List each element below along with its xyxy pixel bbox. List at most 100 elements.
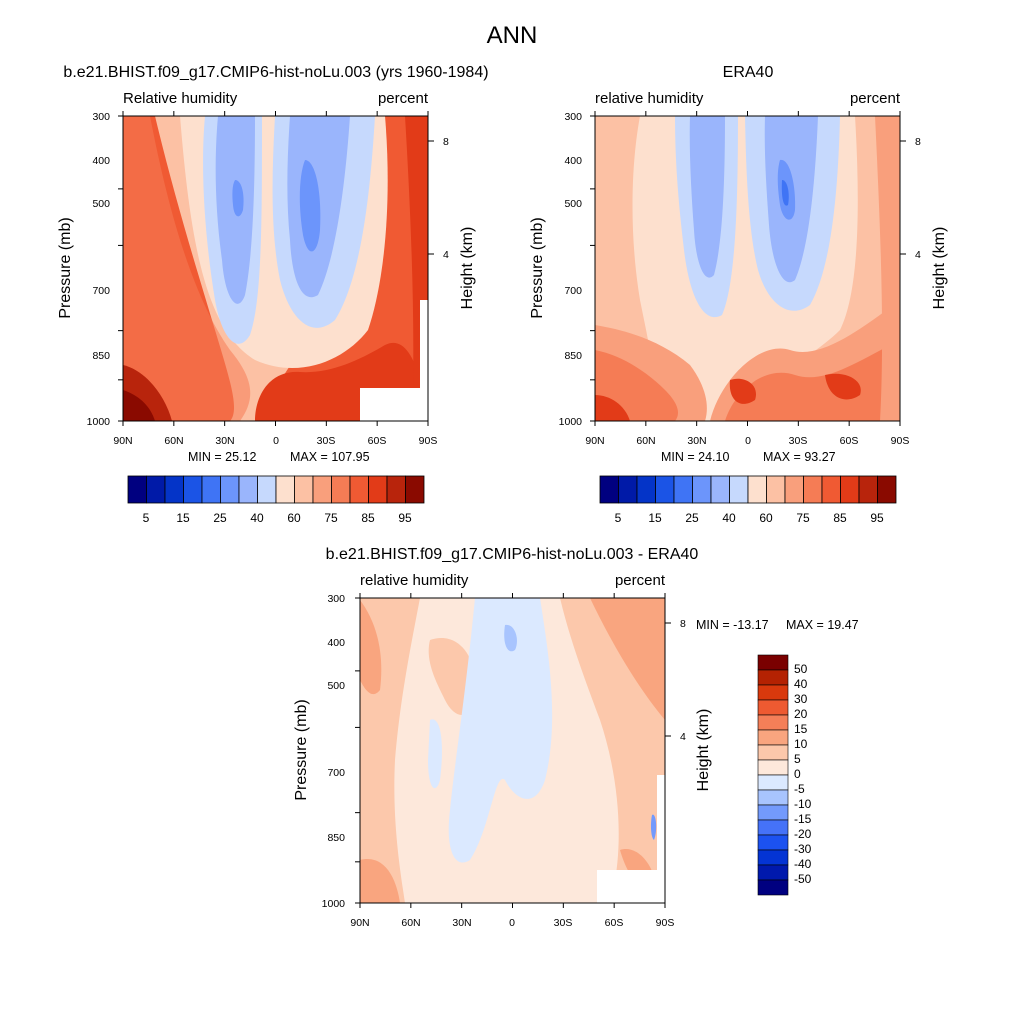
colorbar-swatch	[386, 475, 406, 504]
model-colorbar-tick: 5	[143, 511, 150, 525]
diff-fill-negative-core	[448, 598, 553, 863]
model-xtick: 90N	[113, 435, 132, 447]
obs-fill-driest-core	[781, 180, 789, 206]
colorbar-swatch	[349, 475, 369, 504]
diff-xtick: 60N	[401, 917, 420, 929]
diff-fill-north-upper	[360, 600, 382, 695]
diff-colorbar-tick: -50	[794, 872, 812, 886]
obs-ytick: 300	[564, 111, 582, 123]
obs-ytick: 500	[564, 198, 582, 210]
model-min-label: MIN = 25.12	[188, 450, 256, 464]
diff-colorbar-tick: 30	[794, 692, 808, 706]
colorbar-swatch	[757, 699, 789, 716]
colorbar-swatch	[618, 475, 638, 504]
diff-height-tick: 4	[680, 731, 686, 743]
obs-contour-field	[595, 116, 900, 421]
obs-ytick: 700	[564, 285, 582, 297]
colorbar-swatch	[757, 789, 789, 806]
obs-colorbar-tick: 75	[796, 511, 810, 525]
diff-colorbar-tick: 0	[794, 767, 801, 781]
diff-colorbar-tick: 50	[794, 662, 808, 676]
colorbar-swatch	[757, 759, 789, 776]
model-colorbar-tick: 95	[398, 511, 412, 525]
diff-colorbar-tick: -30	[794, 842, 812, 856]
model-colorbar-tick: 25	[213, 511, 227, 525]
model-ylabel: Pressure (mb)	[57, 217, 74, 318]
model-ytick: 700	[92, 285, 110, 297]
colorbar-swatch	[858, 475, 878, 504]
model-missing-region	[360, 388, 420, 421]
colorbar-swatch	[201, 475, 221, 504]
obs-fill-drier-north	[689, 116, 725, 278]
model-colorbar-tick: 40	[250, 511, 264, 525]
diff-xtick: 30N	[452, 917, 471, 929]
colorbar-swatch	[673, 475, 693, 504]
colorbar-swatch	[757, 849, 789, 866]
obs-ticks	[590, 111, 906, 426]
model-fill-polar-north-core	[123, 390, 155, 421]
diff-ytick: 500	[327, 680, 345, 692]
colorbar-swatch	[757, 729, 789, 746]
obs-colorbar-tick: 5	[615, 511, 622, 525]
obs-units-label: percent	[850, 90, 901, 107]
colorbar-swatch	[710, 475, 730, 504]
model-max-label: MAX = 107.95	[290, 450, 370, 464]
obs-ylabel-right: Height (km)	[931, 227, 948, 310]
colorbar-swatch	[368, 475, 388, 504]
colorbar-swatch	[757, 804, 789, 821]
colorbar-swatch	[275, 475, 295, 504]
obs-xtick: 90S	[891, 435, 910, 447]
diff-missing-region	[597, 870, 657, 903]
model-missing-strip	[420, 300, 428, 421]
obs-colorbar-tick: 25	[685, 511, 699, 525]
diff-fill-south-negative	[650, 814, 657, 840]
model-ytick: 500	[92, 198, 110, 210]
model-ytick: 300	[92, 111, 110, 123]
colorbar-swatch	[729, 475, 749, 504]
diff-ytick: 1000	[322, 898, 346, 910]
colorbar-swatch	[757, 669, 789, 686]
model-colorbar-tick: 85	[361, 511, 375, 525]
colorbar-swatch	[821, 475, 841, 504]
diff-panel: b.e21.BHIST.f09_g17.CMIP6-hist-noLu.003 …	[293, 546, 859, 929]
diff-colorbar-tick: 40	[794, 677, 808, 691]
colorbar-swatch	[655, 475, 675, 504]
model-xtick: 30N	[215, 435, 234, 447]
colorbar-swatch	[784, 475, 804, 504]
model-xtick: 0	[273, 435, 279, 447]
diff-units-label: percent	[615, 572, 666, 589]
diff-ytick: 300	[327, 593, 345, 605]
model-variable-label: Relative humidity	[123, 90, 238, 107]
model-contour-field	[123, 116, 428, 421]
colorbar-swatch	[757, 879, 789, 896]
model-ytick: 850	[92, 350, 110, 362]
colorbar-swatch	[757, 864, 789, 881]
obs-max-label: MAX = 93.27	[763, 450, 836, 464]
diff-xtick: 30S	[554, 917, 573, 929]
diff-colorbar-tick: 10	[794, 737, 808, 751]
diff-colorbar-tick: -40	[794, 857, 812, 871]
colorbar-swatch	[877, 475, 897, 504]
colorbar-swatch	[146, 475, 166, 504]
obs-ylabel: Pressure (mb)	[529, 217, 546, 318]
figure-title: ANN	[487, 22, 538, 49]
obs-fill-boundary-peak-b	[825, 373, 861, 400]
obs-ytick: 400	[564, 155, 582, 167]
colorbar-swatch	[331, 475, 351, 504]
colorbar-swatch	[405, 475, 425, 504]
colorbar-swatch	[757, 744, 789, 761]
diff-fill-negative-north	[428, 719, 442, 789]
model-xtick: 90S	[419, 435, 438, 447]
diff-colorbar: 50 40 30 20 15 10 5 0 -5 -10 -15 -20 -30…	[757, 654, 812, 896]
obs-fill-boundary-core-south	[725, 340, 900, 421]
colorbar-swatch	[257, 475, 277, 504]
obs-colorbar-swatches	[599, 475, 897, 504]
diff-ytick: 700	[327, 767, 345, 779]
colorbar-swatch	[757, 684, 789, 701]
colorbar-swatch	[599, 475, 619, 504]
colorbar-swatch	[127, 475, 147, 504]
diff-fill-center-patch	[428, 638, 476, 715]
colorbar-swatch	[757, 654, 789, 671]
colorbar-swatch	[636, 475, 656, 504]
obs-fill-boundary-peak-c	[595, 395, 630, 421]
